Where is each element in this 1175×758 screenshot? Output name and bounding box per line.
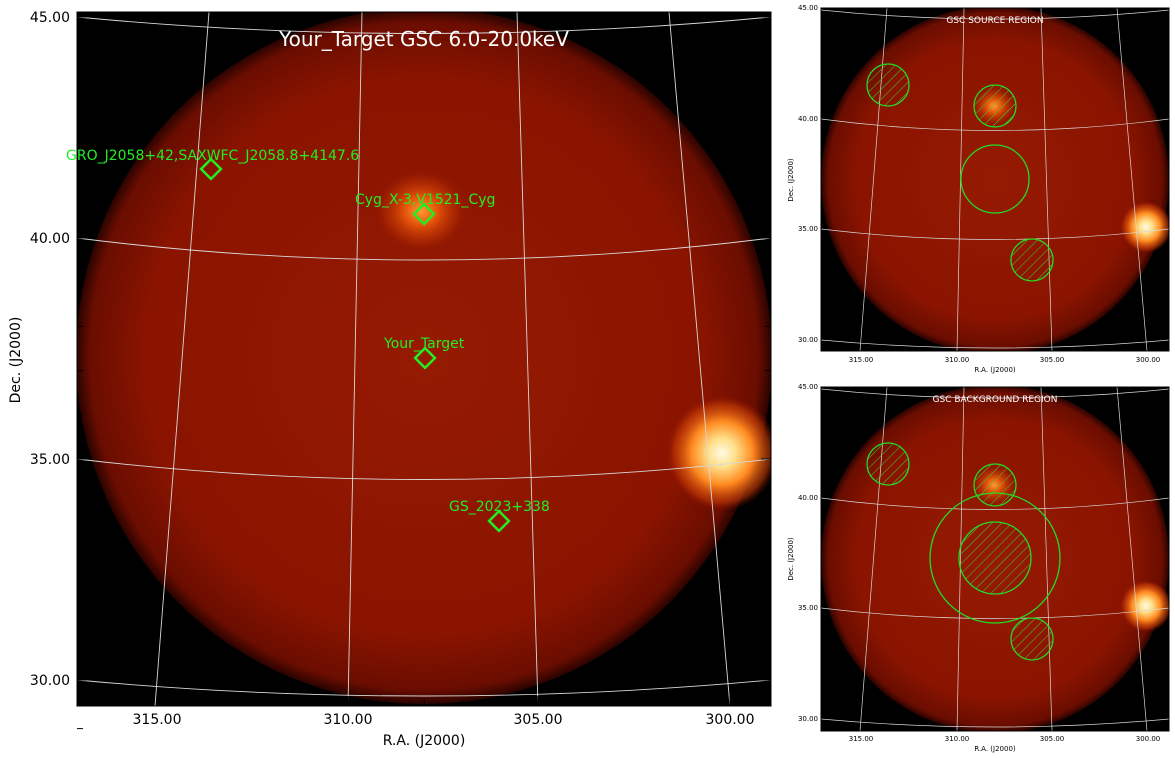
background-annulus-inner[interactable] <box>958 521 1032 595</box>
background-x-tick: 305.00 <box>1040 735 1065 743</box>
source-x-tick-labels: 315.00 310.00 305.00 300.00 <box>849 356 1161 364</box>
main-y-axis-label: Dec. (J2000) <box>8 317 24 404</box>
source-bright-spot-edge <box>1120 201 1169 253</box>
background-y-tick: 45.00 <box>798 383 818 391</box>
background-panel-title: GSC BACKGROUND REGION <box>933 395 1058 405</box>
source-excluded-region[interactable] <box>866 63 910 107</box>
main-x-tick: 305.00 <box>514 712 563 728</box>
source-grid <box>821 8 1169 351</box>
background-y-tick-labels: 45.00 40.00 35.00 30.00 <box>798 383 818 723</box>
background-frame-border <box>820 386 1170 732</box>
source-sky-disk <box>821 8 1169 351</box>
source-x-tick: 305.00 <box>1040 356 1065 364</box>
source-label-gs: GS_2023+338 <box>449 499 550 515</box>
source-frame-border <box>820 7 1170 352</box>
main-minor-ticks <box>77 60 771 730</box>
source-y-tick: 35.00 <box>798 225 818 233</box>
source-label-cyg: Cyg_X-3,V1521_Cyg <box>355 192 495 208</box>
main-x-axis-label: R.A. (J2000) <box>383 733 466 749</box>
source-x-tick: 315.00 <box>849 356 874 364</box>
background-y-axis-label: Dec. (J2000) <box>787 537 795 581</box>
background-x-tick-labels: 315.00 310.00 305.00 300.00 <box>849 735 1161 743</box>
source-y-tick: 45.00 <box>798 4 818 12</box>
background-bright-spot-edge <box>1120 580 1169 632</box>
background-region-panel: GSC BACKGROUND REGION 45.00 40.00 35.00 … <box>787 383 1170 753</box>
source-x-tick: 310.00 <box>945 356 970 364</box>
source-marker-gs[interactable] <box>487 509 511 533</box>
source-marker-target[interactable] <box>413 346 437 370</box>
main-x-tick: 310.00 <box>324 712 373 728</box>
main-title: Your_Target GSC 6.0-20.0keV <box>278 27 569 51</box>
main-ticks <box>77 16 771 706</box>
main-panel: GRO_J2058+42,SAXWFC_J2058.8+4147.6 Cyg_X… <box>8 10 772 749</box>
source-y-tick: 40.00 <box>798 115 818 123</box>
main-y-tick: 40.00 <box>30 231 70 247</box>
source-excluded-region[interactable] <box>1010 238 1054 282</box>
background-x-tick: 315.00 <box>849 735 874 743</box>
background-x-tick: 310.00 <box>945 735 970 743</box>
main-y-tick-labels: 45.00 40.00 35.00 30.00 <box>30 10 70 689</box>
source-extraction-region[interactable] <box>960 144 1030 214</box>
background-excluded-region[interactable] <box>973 463 1017 507</box>
main-x-tick: 300.00 <box>706 712 755 728</box>
main-sky-disk <box>77 12 771 704</box>
background-y-tick: 35.00 <box>798 604 818 612</box>
main-y-tick: 35.00 <box>30 452 70 468</box>
main-x-tick-labels: 315.00 310.00 305.00 300.00 <box>133 712 755 728</box>
source-y-axis-label: Dec. (J2000) <box>787 158 795 202</box>
background-y-tick: 40.00 <box>798 494 818 502</box>
main-y-tick: 45.00 <box>30 10 70 26</box>
source-panel-title: GSC SOURCE REGION <box>946 16 1043 26</box>
source-label-target: Your_Target <box>383 336 465 352</box>
source-label-gro: GRO_J2058+42,SAXWFC_J2058.8+4147.6 <box>66 148 359 164</box>
background-x-tick: 300.00 <box>1136 735 1161 743</box>
source-y-tick-labels: 45.00 40.00 35.00 30.00 <box>798 4 818 344</box>
main-bright-source-edge <box>666 395 771 511</box>
background-y-tick: 30.00 <box>798 715 818 723</box>
main-x-tick: 315.00 <box>133 712 182 728</box>
background-regions <box>866 442 1061 661</box>
source-region-panel: GSC SOURCE REGION 45.00 40.00 35.00 30.0… <box>787 4 1170 374</box>
source-x-tick: 300.00 <box>1136 356 1161 364</box>
background-x-axis-label: R.A. (J2000) <box>974 745 1016 753</box>
source-marker-cyg[interactable] <box>412 202 436 226</box>
source-excluded-region[interactable] <box>973 84 1017 128</box>
source-marker-gro[interactable] <box>199 157 223 181</box>
main-bright-source-cyg <box>373 169 469 253</box>
main-grid <box>77 12 771 706</box>
background-excluded-region[interactable] <box>866 442 910 486</box>
source-x-axis-label: R.A. (J2000) <box>974 366 1016 374</box>
background-excluded-region[interactable] <box>1010 617 1054 661</box>
main-y-tick: 30.00 <box>30 673 70 689</box>
source-regions <box>866 63 1054 282</box>
main-source-markers <box>199 157 511 533</box>
source-y-tick: 30.00 <box>798 336 818 344</box>
main-source-labels: GRO_J2058+42,SAXWFC_J2058.8+4147.6 Cyg_X… <box>66 148 550 515</box>
